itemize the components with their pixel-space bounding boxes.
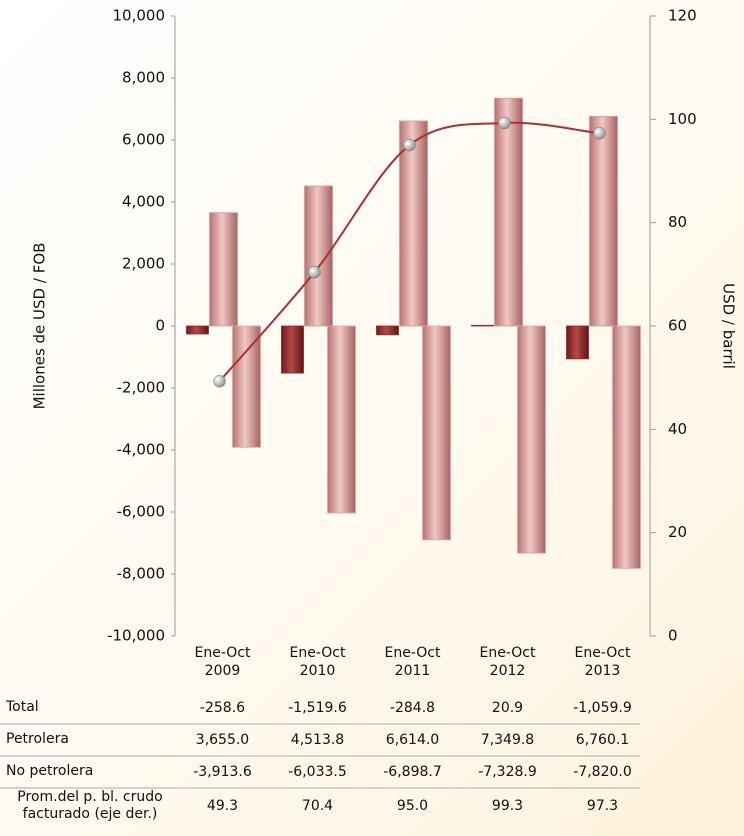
x-tick-label: Ene-Oct 2012 [479, 645, 536, 679]
table-value: 7,349.8 [481, 732, 534, 748]
y-axis-title: Millones de USD / FOB [31, 243, 49, 410]
bar [422, 325, 451, 541]
table-value: 6,614.0 [386, 732, 439, 748]
table-value: -7,328.9 [478, 764, 537, 780]
table-value: 99.3 [492, 798, 523, 814]
table-value: -284.8 [390, 700, 435, 716]
table-value: -258.6 [200, 700, 245, 716]
x-tick-label: Ene-Oct 2011 [384, 645, 441, 679]
y-tick-label: 0 [155, 317, 165, 335]
table-value: 6,760.1 [576, 732, 629, 748]
table-value: -6,033.5 [288, 764, 347, 780]
bar [281, 325, 304, 374]
table-value: 20.9 [492, 700, 523, 716]
y2-tick-label: 120 [668, 7, 697, 25]
table-row-label: Petrolera [6, 731, 69, 747]
table-value: 97.3 [587, 798, 618, 814]
table-value: -3,913.6 [193, 764, 252, 780]
bar [589, 116, 618, 327]
y-tick-label: 8,000 [122, 69, 165, 87]
bar [232, 325, 261, 448]
y2-tick-label: 0 [668, 627, 678, 645]
line-marker [593, 127, 606, 140]
y2-tick-label: 80 [668, 213, 687, 231]
bar [471, 324, 494, 327]
bar [209, 212, 238, 327]
x-tick-label: Ene-Oct 2010 [289, 645, 346, 679]
bar [494, 97, 523, 327]
y2-axis-title: USD / barril [720, 283, 738, 369]
line-marker [498, 116, 511, 130]
line-marker [403, 138, 416, 152]
x-tick-label: Ene-Oct 2013 [574, 645, 631, 679]
table-row-label: No petrolera [6, 763, 94, 779]
table-value: 70.4 [302, 798, 333, 814]
bar [327, 325, 356, 514]
y-tick-label: 4,000 [122, 193, 165, 211]
y-tick-label: 2,000 [122, 255, 165, 273]
bar [399, 120, 428, 327]
line-marker [213, 375, 226, 388]
y2-tick-label: 100 [668, 110, 697, 128]
table-value: 3,655.0 [196, 732, 249, 748]
y2-tick-label: 20 [668, 523, 687, 541]
bar [517, 325, 546, 554]
line [218, 121, 600, 382]
y-tick-label: -6,000 [117, 503, 165, 521]
y2-tick-label: 60 [668, 317, 687, 335]
table-value: 49.3 [207, 798, 238, 814]
table-value: -7,820.0 [573, 764, 632, 780]
table-value: -1,519.6 [288, 700, 347, 716]
bar [376, 325, 399, 336]
y-tick-label: -10,000 [107, 627, 165, 645]
table-row-label: Prom.del p. bl. crudo facturado (eje der… [17, 789, 163, 822]
y-tick-label: 6,000 [122, 131, 165, 149]
y2-tick-label: 40 [668, 420, 687, 438]
table-value: 4,513.8 [291, 732, 344, 748]
bar [304, 185, 333, 327]
x-tick-label: Ene-Oct 2009 [194, 645, 251, 679]
table-value: -6,898.7 [383, 764, 442, 780]
table-value: -1,059.9 [573, 700, 632, 716]
bar [186, 325, 209, 335]
bar [566, 325, 589, 360]
bar [612, 325, 641, 569]
y-tick-label: 10,000 [113, 7, 166, 25]
y-tick-label: -4,000 [117, 441, 165, 459]
table-row-label: Total [6, 699, 39, 715]
table-value: 95.0 [397, 798, 428, 814]
y-tick-label: -2,000 [117, 379, 165, 397]
y-tick-label: -8,000 [117, 565, 165, 583]
line-marker [308, 266, 321, 279]
